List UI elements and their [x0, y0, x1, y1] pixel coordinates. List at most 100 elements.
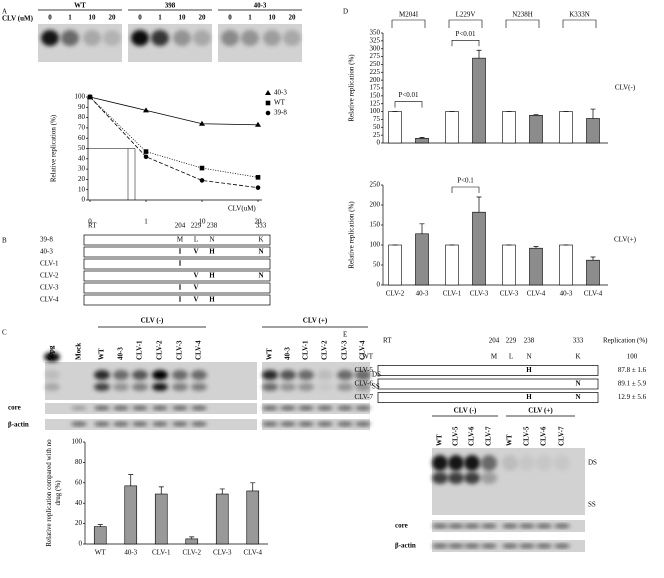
blot-band — [536, 524, 552, 528]
lane-label: 1 — [248, 14, 252, 22]
blot-band — [554, 455, 570, 471]
header-label: 229 — [191, 222, 202, 230]
y-tick-label: 250 — [370, 60, 381, 68]
blot-band — [280, 422, 296, 426]
row-label: CLV-1 — [40, 260, 59, 268]
blot-band — [464, 455, 480, 471]
band-label: DS — [588, 459, 597, 467]
y-axis-label: Relative replication compared with no dr… — [45, 439, 62, 547]
blot-band — [173, 30, 191, 46]
header-label: 238 — [207, 222, 218, 230]
y-tick-label: 40 — [75, 499, 83, 507]
blot-band — [432, 524, 448, 528]
blot-band — [241, 30, 259, 46]
row-label: WT — [362, 353, 374, 361]
blot-band — [519, 524, 535, 528]
header-label: 229 — [506, 337, 517, 345]
blot — [45, 403, 257, 414]
blot-band — [193, 30, 211, 46]
blot-band — [355, 383, 371, 391]
lane-label: 20 — [289, 14, 297, 22]
blot-band — [519, 544, 535, 548]
group-label: 40-3 — [254, 2, 267, 10]
residue: L — [194, 236, 198, 244]
row-label: CLV-7 — [354, 393, 373, 401]
group-bracket — [562, 19, 597, 28]
group-label: WT — [74, 2, 86, 10]
blot — [262, 403, 370, 414]
bar — [472, 57, 486, 144]
bar — [502, 244, 516, 286]
x-tick-label: WT — [95, 549, 107, 557]
construct-box — [377, 378, 599, 390]
band-label: SS — [588, 501, 596, 509]
residue: V — [193, 248, 198, 256]
marker — [143, 154, 149, 160]
lane-label: CLV-2 — [321, 340, 329, 360]
header-label: Replication (%) — [603, 337, 648, 345]
residue: H — [209, 272, 215, 280]
significance-bracket — [451, 186, 480, 193]
x-tick-label: 0 — [88, 218, 92, 226]
header-label: 204 — [175, 222, 186, 230]
construct-box — [83, 270, 271, 282]
legend-label: 40-3 — [274, 89, 287, 97]
blot-band — [103, 30, 121, 46]
x-tick-label: CLV-4 — [527, 290, 546, 298]
residue: N — [258, 248, 263, 256]
blot-band — [262, 422, 278, 426]
loading-label: core — [395, 522, 408, 530]
lane-label: CLV-1 — [136, 340, 144, 360]
blot-band — [502, 544, 518, 548]
y-tick-label: 50 — [373, 123, 381, 131]
blot-band — [94, 370, 110, 380]
error-bar — [158, 486, 164, 495]
blot-band — [280, 383, 296, 391]
blot-band — [448, 524, 464, 528]
bar — [559, 244, 573, 286]
bar — [586, 259, 600, 286]
blot-band — [113, 406, 129, 410]
blot-band — [554, 524, 570, 528]
blot-band — [152, 422, 168, 426]
bar — [93, 526, 107, 545]
marker — [143, 149, 149, 154]
marker — [199, 165, 205, 171]
group-label: CLV (+) — [528, 407, 553, 415]
blot-band — [113, 422, 129, 426]
header-label: RT — [88, 222, 97, 230]
bar — [472, 211, 486, 286]
error-bar — [128, 474, 134, 486]
blot-band — [191, 406, 207, 410]
blot-band — [41, 30, 59, 46]
error-bar — [533, 114, 539, 116]
bar — [215, 493, 229, 545]
marker — [143, 107, 149, 113]
blot-band — [317, 370, 333, 380]
condition-label: CLV(+) — [614, 236, 637, 244]
blot-band — [94, 406, 110, 410]
blot-band — [536, 472, 552, 484]
y-tick-label: 0 — [79, 540, 83, 548]
row-label: CLV-5 — [354, 366, 373, 374]
header-label: 204 — [489, 337, 500, 345]
error-bar — [476, 49, 482, 59]
lane-label: CLV-5 — [452, 426, 460, 446]
blot-band — [132, 352, 148, 362]
x-tick-label: CLV-2 — [386, 290, 405, 298]
y-tick-label: 275 — [370, 52, 381, 60]
group-label: 398 — [165, 2, 176, 10]
y-tick-label: 80 — [75, 458, 83, 466]
marker — [87, 94, 93, 100]
residue: M — [491, 353, 498, 361]
blot-band — [221, 30, 239, 46]
blot-band — [283, 30, 301, 46]
lane-label: CLV-3 — [341, 340, 349, 360]
y-tick-label: 150 — [370, 91, 381, 99]
header-label: 333 — [573, 337, 584, 345]
blot — [45, 419, 257, 430]
axis-label: CLV (uM) — [2, 15, 34, 23]
lane-label: 20 — [109, 14, 117, 22]
x-tick-label: 40-3 — [416, 290, 429, 298]
